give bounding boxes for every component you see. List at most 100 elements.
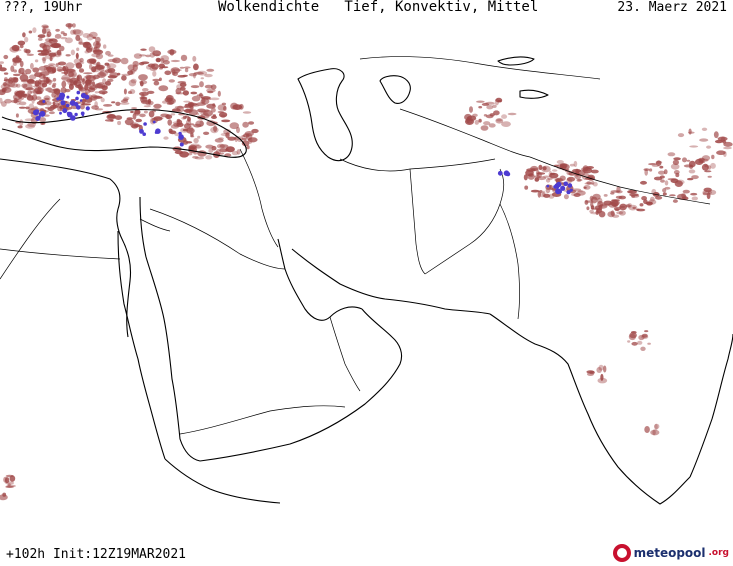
cloud-patch-302	[124, 118, 134, 126]
cloud-patch-212	[73, 29, 77, 35]
cloud-patch-940	[644, 426, 650, 433]
cloud-patch-505	[189, 123, 195, 126]
cloud-patch-195	[0, 61, 4, 64]
cloud-patch-508	[219, 144, 229, 148]
cloud-patch-554	[243, 133, 250, 138]
cloud-patch-648	[3, 81, 11, 88]
forecast-date: 23. Maerz 2021	[617, 0, 727, 15]
convective-spot-23	[61, 97, 64, 101]
cloud-patch-415	[92, 74, 100, 80]
cloud-patch-950	[6, 484, 16, 488]
convective-spot-48	[569, 188, 573, 192]
convective-spot-20	[65, 103, 70, 108]
cloud-patch-657	[13, 97, 18, 104]
convective-spot-7	[79, 99, 83, 102]
cloud-patch-924	[631, 341, 638, 346]
cloud-patch-162	[90, 98, 96, 100]
cloud-patch-158	[48, 52, 57, 57]
cloud-patch-286	[152, 70, 157, 77]
cloud-patch-928	[644, 330, 649, 333]
cloud-patch-577	[184, 103, 190, 107]
border-saudi-yemen	[179, 405, 346, 435]
cloud-patch-200	[88, 58, 97, 64]
cloud-patch-418	[117, 120, 122, 126]
cloud-patch-873	[476, 100, 485, 103]
cloud-patch-841	[656, 160, 662, 166]
meteopool-logo-icon	[612, 544, 631, 562]
convective-spot-0	[62, 108, 68, 114]
cloud-patch-409	[104, 119, 114, 122]
cloud-patch-625	[43, 95, 51, 102]
cloud-patch-243	[52, 77, 57, 82]
cloud-patch-221	[83, 45, 90, 48]
cloud-patch-514	[185, 108, 191, 114]
cloud-patch-144	[44, 101, 52, 106]
cloud-patch-510	[216, 143, 225, 149]
cloud-patch-166	[49, 56, 53, 62]
cloud-patch-915	[673, 157, 681, 161]
cloud-patch-745	[574, 172, 582, 180]
cloud-patch-859	[643, 168, 650, 172]
cloud-patch-787	[598, 211, 606, 218]
cloud-patch-474	[229, 122, 239, 130]
cloud-patch-301	[182, 90, 189, 96]
convective-spot-46	[566, 190, 571, 195]
cloud-patch-901	[677, 133, 685, 138]
cloud-patch-864	[480, 125, 489, 131]
cloud-patch-316	[167, 119, 172, 126]
cloud-patch-912	[695, 158, 704, 165]
cloud-patch-412	[109, 72, 119, 78]
cloud-patch-395	[164, 70, 172, 76]
cloud-patch-495	[197, 108, 206, 113]
cloud-patch-860	[469, 106, 473, 113]
cloud-patch-33	[0, 67, 7, 72]
cloud-patch-573	[187, 109, 194, 112]
convective-spot-50	[556, 181, 562, 188]
cloud-patch-157	[48, 63, 56, 66]
cloud-patch-794	[594, 205, 601, 211]
convective-spot-3	[60, 100, 66, 106]
cloud-patch-83	[64, 37, 73, 44]
cloud-patch-507	[186, 127, 195, 134]
cloud-patch-644	[10, 77, 17, 83]
cloud-patch-831	[674, 180, 683, 187]
cloud-patch-935	[596, 367, 602, 373]
cloud-density-layer	[0, 23, 733, 501]
cloud-patch-910	[689, 164, 694, 169]
cloud-patch-867	[478, 118, 482, 123]
convective-spot-17	[80, 92, 87, 99]
cloud-patch-290	[140, 48, 147, 51]
cloud-patch-410	[149, 66, 158, 71]
cloud-patch-559	[206, 120, 216, 127]
convective-spot-33	[143, 122, 147, 126]
cloud-patch-632	[43, 114, 50, 117]
cloud-patch-692	[542, 166, 547, 171]
convective-spot-43	[567, 183, 573, 188]
cloud-patch-733	[554, 178, 564, 182]
cloud-patch-180	[103, 44, 107, 49]
cloud-patch-380	[100, 97, 105, 103]
cloud-patch-331	[138, 74, 148, 81]
cloud-patch-235	[44, 97, 50, 101]
cloud-patch-14	[56, 49, 62, 56]
cloud-patch-140	[18, 67, 25, 75]
cloud-patch-420	[78, 87, 86, 92]
cloud-patch-357	[159, 67, 163, 70]
logo-tld: .org	[708, 548, 729, 558]
cloud-patch-321	[127, 70, 134, 75]
cloud-patch-441	[135, 118, 142, 123]
cloud-patch-181	[42, 57, 46, 64]
cloud-patch-398	[84, 79, 93, 86]
cloud-patch-825	[662, 192, 667, 196]
cloud-patch-161	[60, 87, 67, 94]
cloud-patch-334	[102, 91, 106, 95]
cloud-patch-314	[158, 77, 162, 82]
cloud-patch-525	[247, 137, 258, 143]
cloud-patch-944	[650, 429, 660, 436]
convective-spot-37	[154, 131, 158, 134]
cloud-patch-894	[704, 164, 708, 168]
cloud-patch-826	[691, 175, 699, 180]
cloud-patch-766	[636, 208, 646, 212]
cloud-patch-747	[561, 164, 567, 171]
cloud-patch-818	[664, 180, 669, 186]
